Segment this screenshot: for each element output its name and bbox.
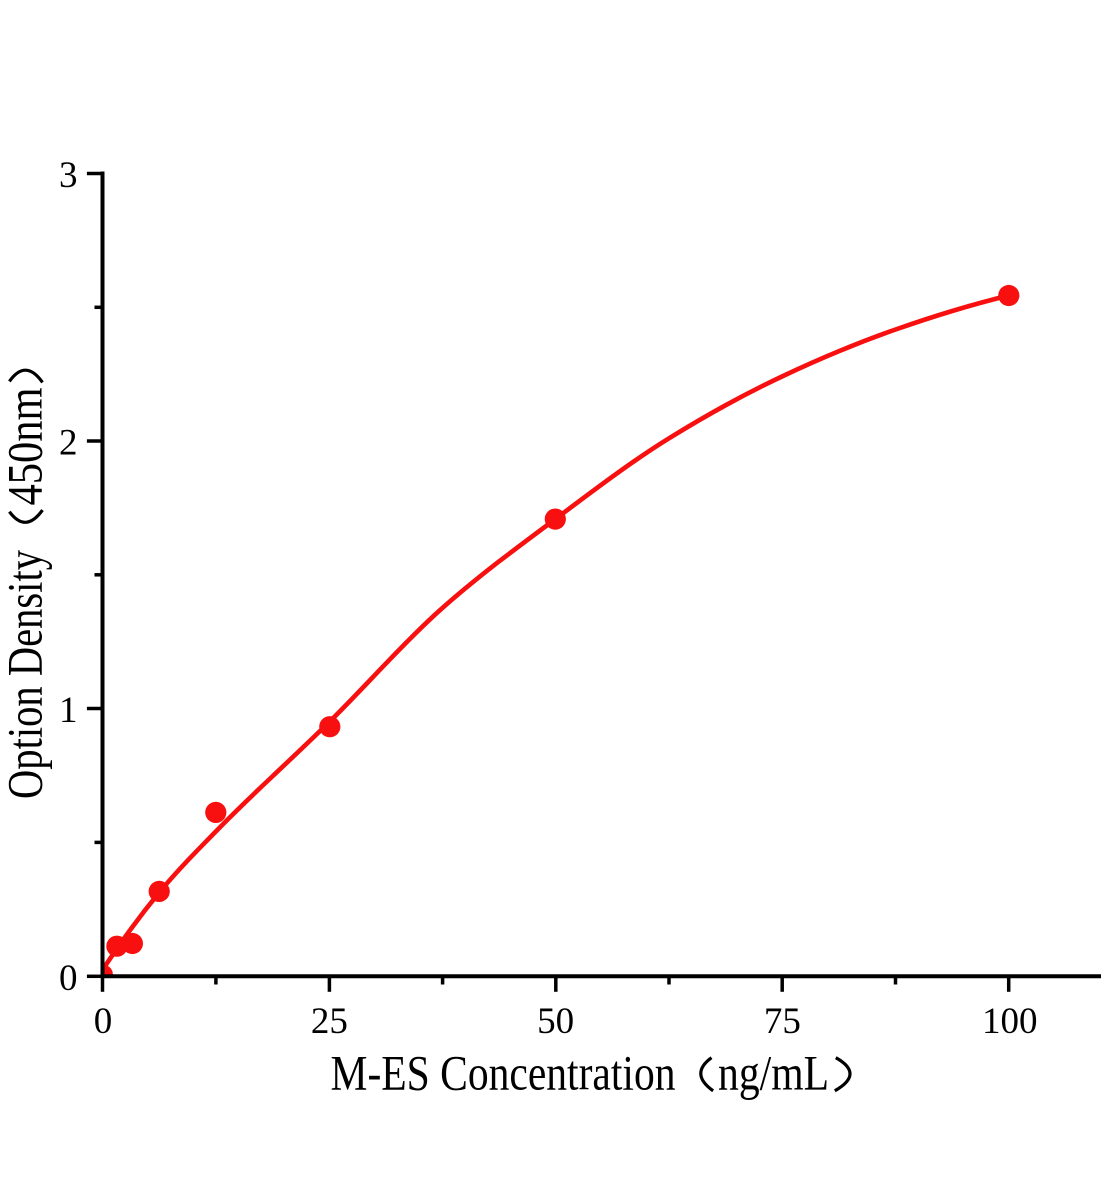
svg-text:2: 2 — [59, 423, 78, 464]
svg-text:1: 1 — [59, 690, 78, 731]
svg-text:50: 50 — [537, 1001, 574, 1042]
svg-text:100: 100 — [982, 1001, 1038, 1042]
svg-text:Option Density: Option Density — [0, 550, 53, 799]
svg-text:0: 0 — [59, 958, 78, 999]
svg-text:450nm: 450nm — [0, 387, 53, 505]
svg-text:ng/mL: ng/mL — [718, 1045, 829, 1101]
svg-text:M-ES Concentration: M-ES Concentration — [331, 1045, 676, 1101]
svg-text:0: 0 — [94, 1001, 113, 1042]
svg-text:75: 75 — [764, 1001, 801, 1042]
svg-text:25: 25 — [311, 1001, 348, 1042]
svg-text:3: 3 — [59, 155, 78, 196]
